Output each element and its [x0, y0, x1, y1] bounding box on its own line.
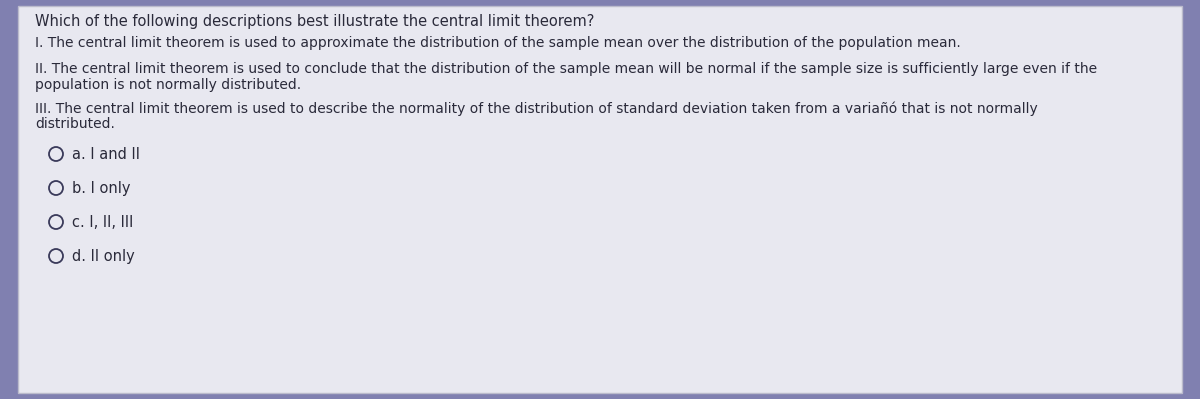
FancyBboxPatch shape [18, 6, 1182, 393]
Text: distributed.: distributed. [35, 117, 115, 131]
Text: b. I only: b. I only [72, 181, 131, 196]
Text: I. The central limit theorem is used to approximate the distribution of the samp: I. The central limit theorem is used to … [35, 36, 961, 50]
Text: III. The central limit theorem is used to describe the normality of the distribu: III. The central limit theorem is used t… [35, 101, 1038, 115]
Text: d. II only: d. II only [72, 249, 134, 264]
Text: a. I and II: a. I and II [72, 147, 140, 162]
Text: Which of the following descriptions best illustrate the central limit theorem?: Which of the following descriptions best… [35, 14, 594, 29]
Text: c. I, II, III: c. I, II, III [72, 215, 133, 230]
Text: II. The central limit theorem is used to conclude that the distribution of the s: II. The central limit theorem is used to… [35, 62, 1097, 76]
Text: population is not normally distributed.: population is not normally distributed. [35, 78, 301, 92]
